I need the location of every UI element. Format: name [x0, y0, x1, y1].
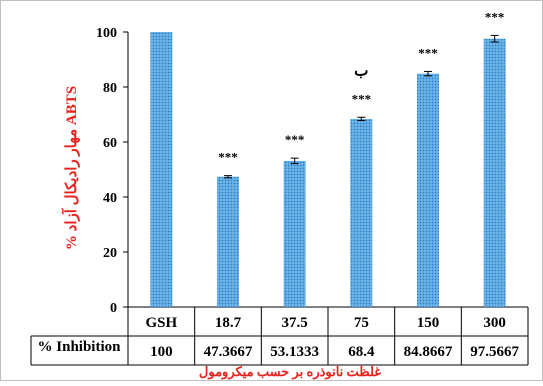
- y-axis-title: % مهار رادیکال آزاد ABTS: [61, 86, 80, 250]
- bar: [483, 38, 506, 307]
- significance-label: ***: [285, 132, 305, 147]
- significance-label: ***: [418, 45, 438, 60]
- category-label: 300: [483, 315, 506, 331]
- bar: [150, 32, 173, 307]
- y-tick-label: 100: [96, 26, 117, 41]
- y-tick-label: 40: [103, 191, 117, 206]
- y-tick-label: 20: [103, 246, 117, 261]
- table-value: 97.5667: [470, 344, 519, 360]
- significance-label: ***: [485, 9, 505, 24]
- bar: [283, 160, 306, 307]
- table-row-label: % Inhibition: [38, 339, 122, 355]
- y-tick-label: 0: [110, 301, 117, 316]
- x-axis-title: غلظت نانوذره بر حسب میکرومول: [199, 364, 381, 380]
- bar: [350, 118, 373, 308]
- category-label: 150: [417, 315, 440, 331]
- bar: [217, 176, 239, 307]
- table-value: 100: [150, 344, 173, 360]
- annotation-label: ب: [354, 63, 368, 79]
- y-tick-label: 60: [103, 136, 117, 151]
- plot-area: 0 20 40 60 80 100 GSH 100 *** 18.7 47.3667 *** 37.5 5…: [30, 9, 529, 366]
- significance-label: ***: [218, 150, 238, 165]
- category-label: 18.7: [215, 315, 242, 331]
- significance-label: ***: [352, 91, 372, 106]
- category-label: 75: [354, 315, 369, 331]
- bar: [417, 73, 439, 307]
- table-value: 84.8667: [404, 344, 453, 360]
- y-tick-label: 80: [103, 81, 117, 96]
- table-value: 47.3667: [204, 344, 253, 360]
- category-label: 37.5: [282, 315, 308, 331]
- category-label: GSH: [145, 315, 177, 331]
- table-value: 53.1333: [270, 344, 319, 360]
- table-value: 68.4: [348, 344, 375, 360]
